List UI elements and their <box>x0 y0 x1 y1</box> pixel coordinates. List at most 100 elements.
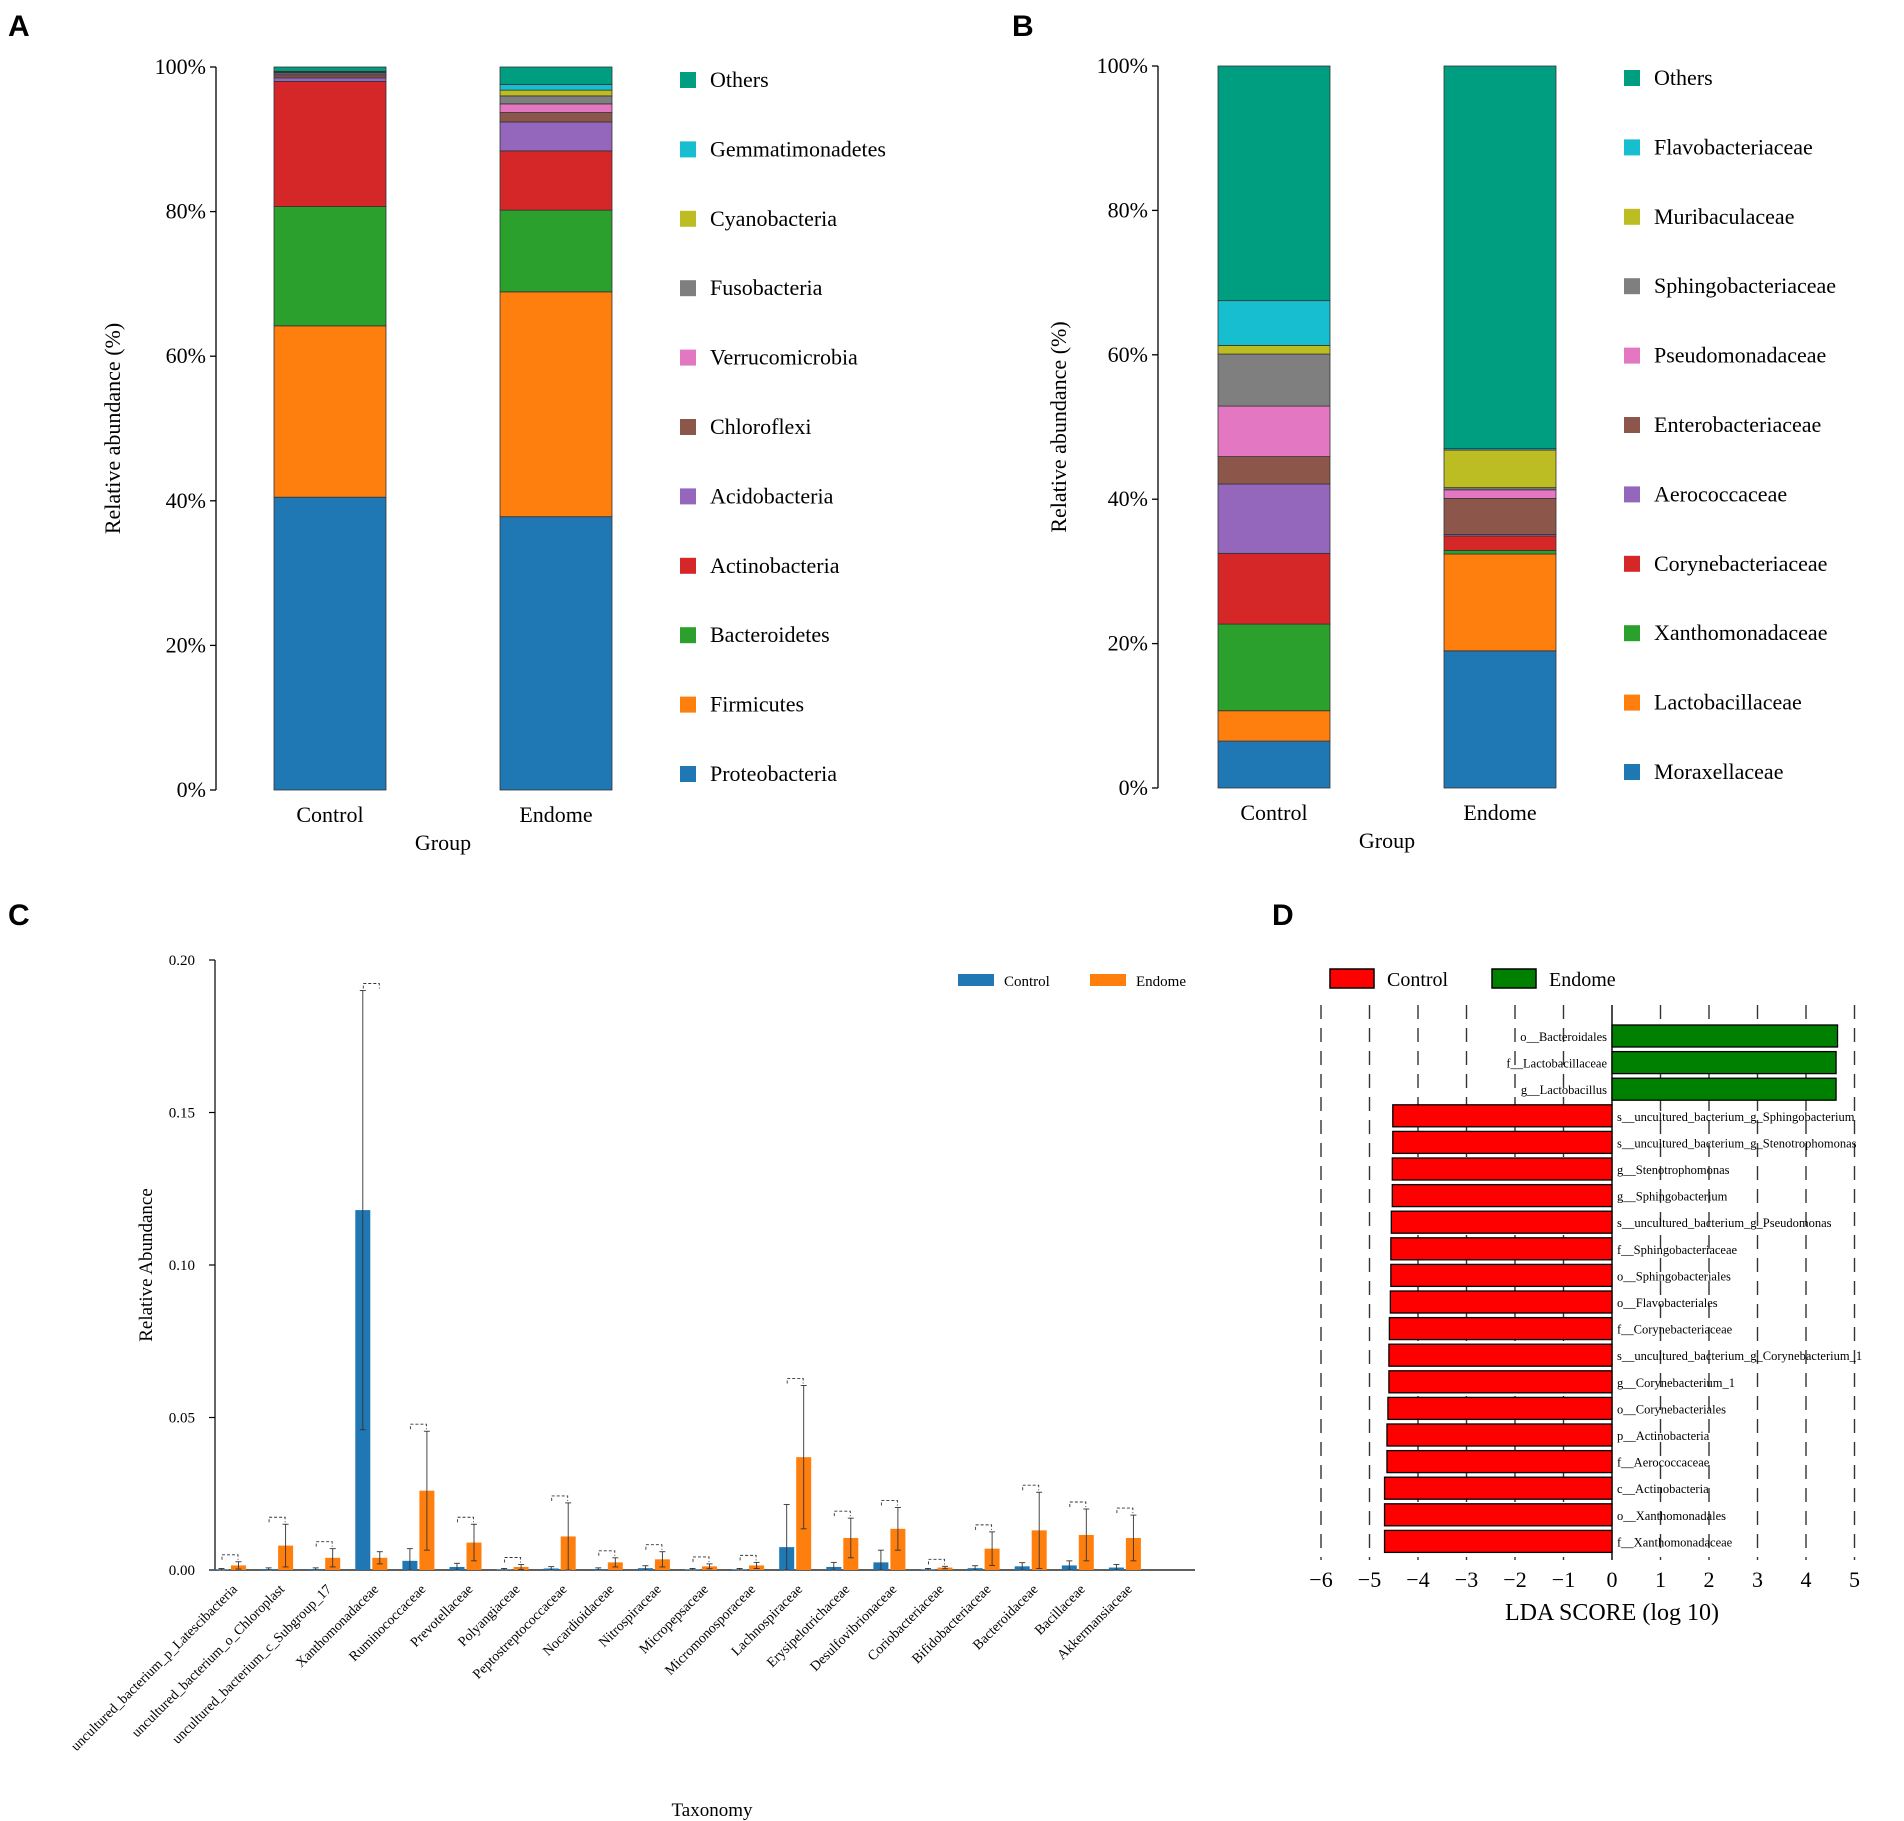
legend-swatch-muribaculaceae <box>1624 208 1640 225</box>
comparison-bracket <box>1069 1501 1087 1507</box>
legend-swatch-endome <box>1491 968 1537 989</box>
y-axis-title: Relative abundance (%) <box>1046 321 1071 532</box>
bar-segment-control-muribaculaceae <box>1217 345 1331 355</box>
legend-label-sphingobacteriaceae: Sphingobacteriaceae <box>1654 273 1836 298</box>
y-tick-label: 40% <box>1108 486 1148 511</box>
panel-d-lda-chart: −6 −5 −4 −3 −2 −1 0 1 2 3 4 5 LDA SCORE (log 10) Cont… <box>1309 968 1862 1626</box>
x-tick-label: 0 <box>1607 1567 1618 1592</box>
panel-letter-d: D <box>1272 899 1294 932</box>
x-tick-label: −5 <box>1358 1567 1381 1592</box>
legend-swatch-endome <box>1090 974 1126 986</box>
bar-segment-control-xanthomonadaceae <box>1217 623 1331 712</box>
legend-swatch-cyanobacteria <box>680 210 696 227</box>
bar-segment-control-pseudomonadaceae <box>1217 405 1331 458</box>
legend-swatch-aerococcaceae <box>1624 486 1640 503</box>
lda-label-s-uncultured-bacterium-g-stenotrophomonas: s__uncultured_bacterium_g_Stenotrophomon… <box>1617 1136 1857 1150</box>
bar-segment-endome-verrucomicrobia <box>499 103 613 113</box>
legend-label-control: Control <box>1387 969 1449 991</box>
legend-swatch-pseudomonadaceae <box>1624 347 1640 364</box>
legend-label-gemmatimonadetes: Gemmatimonadetes <box>710 136 886 161</box>
comparison-bracket <box>551 1495 569 1501</box>
x-tick-label-uncultured-bacterium-p-latescibacteria: uncultured_bacterium_p_Latescibacteria <box>69 1582 242 1755</box>
x-axis-title: Taxonomy <box>672 1800 753 1821</box>
panel-b-stacked-bar-chart: 0% 20% 40% 60% 80% 100% Relative abundance (%)… <box>1046 53 1836 853</box>
lda-label-f-aerococcaceae: f__Aerococcaceae <box>1617 1456 1710 1470</box>
comparison-bracket <box>833 1510 851 1517</box>
lda-bar-s-uncultured-bacterium-g-corynebacterium-1 <box>1388 1343 1613 1367</box>
legend-label-corynebacteriaceae: Corynebacteriaceae <box>1654 551 1827 576</box>
bar-segment-endome-muribaculaceae <box>1443 449 1557 489</box>
comparison-bracket <box>221 1554 239 1560</box>
y-tick-label: 80% <box>166 199 206 224</box>
x-tick-label: −4 <box>1406 1567 1429 1592</box>
x-tick-label-erysipelotrichaceae: Erysipelotrichaceae <box>764 1582 853 1671</box>
lda-label-g-lactobacillus: g__Lactobacillus <box>1521 1083 1607 1097</box>
bar-segment-endome-actinobacteria <box>499 150 613 211</box>
legend-label-lactobacillaceae: Lactobacillaceae <box>1654 690 1802 715</box>
x-tick-label-xanthomonadaceae: Xanthomonadaceae <box>293 1582 382 1671</box>
y-tick-label: 0% <box>1119 775 1148 800</box>
x-tick-label: −6 <box>1309 1567 1332 1592</box>
bar-segment-control-enterobacteriaceae <box>1217 456 1331 485</box>
legend-swatch-xanthomonadaceae <box>1624 625 1640 642</box>
legend-label-actinobacteria: Actinobacteria <box>710 553 840 578</box>
bar-segment-endome-bacteroidetes <box>499 209 613 293</box>
lda-label-o-corynebacteriales: o__Corynebacteriales <box>1617 1402 1726 1416</box>
comparison-bracket <box>268 1516 286 1523</box>
bar-segment-endome-corynebacteriaceae <box>1443 535 1557 551</box>
comparison-bracket <box>457 1516 474 1523</box>
y-tick-label: 100% <box>1097 53 1148 78</box>
panel-letter-a: A <box>8 10 30 43</box>
legend-label-firmicutes: Firmicutes <box>710 692 804 717</box>
lda-label-o-sphingobacteriales: o__Sphingobacteriales <box>1617 1269 1731 1283</box>
legend-label-fusobacteria: Fusobacteria <box>710 275 823 300</box>
x-axis-title: Group <box>415 830 471 855</box>
bar-segment-control-moraxellaceae <box>1217 740 1331 789</box>
x-axis-title: LDA SCORE (log 10) <box>1505 1600 1719 1626</box>
bar-segment-endome-others <box>1443 65 1557 450</box>
bar-segment-control-aerococcaceae <box>1217 483 1331 554</box>
bar-segment-control-corynebacteriaceae <box>1217 552 1331 625</box>
legend-label-others: Others <box>1654 65 1713 90</box>
comparison-bracket <box>880 1500 898 1506</box>
legend-label-flavobacteriaceae: Flavobacteriaceae <box>1654 134 1813 159</box>
lda-label-g-stenotrophomonas: g__Stenotrophomonas <box>1617 1163 1730 1177</box>
bar-segment-control-acidobacteria <box>273 77 387 82</box>
lda-label-o-bacteroidales: o__Bacteroidales <box>1520 1030 1607 1044</box>
legend-label-moraxellaceae: Moraxellaceae <box>1654 759 1783 784</box>
lda-bar-g-lactobacillus <box>1611 1077 1837 1101</box>
legend-swatch-bacteroidetes <box>680 627 696 644</box>
bar-segment-endome-moraxellaceae <box>1443 650 1557 789</box>
comparison-bracket <box>739 1554 757 1561</box>
x-tick-label: 1 <box>1655 1567 1666 1592</box>
legend-swatch-chloroflexi <box>680 419 696 435</box>
y-tick-label: 80% <box>1108 197 1148 222</box>
comparison-bracket <box>692 1556 710 1562</box>
bar-segment-control-firmicutes <box>273 325 387 498</box>
lda-label-c-actinobacteria: c__Actinobacteria <box>1617 1482 1709 1496</box>
x-tick-label-endome: Endome <box>519 802 592 827</box>
y-tick-label: 20% <box>1108 631 1148 656</box>
bar-segment-control-bacteroidetes <box>273 206 387 327</box>
x-tick-label: −1 <box>1552 1567 1575 1592</box>
comparison-bracket <box>645 1544 663 1550</box>
y-tick-label: 40% <box>166 488 206 513</box>
legend-swatch-flavobacteriaceae <box>1624 139 1640 156</box>
legend-label-enterobacteriaceae: Enterobacteriaceae <box>1654 412 1821 437</box>
lda-bar-s-uncultured-bacterium-g-sphingobacterium <box>1392 1104 1613 1128</box>
lda-label-f-sphingobacteriaceae: f__Sphingobacteriaceae <box>1617 1243 1738 1257</box>
lda-label-g-sphingobacterium: g__Sphingobacterium <box>1617 1190 1728 1204</box>
legend-swatch-others <box>680 72 696 88</box>
comparison-bracket <box>362 983 380 989</box>
legend-label-xanthomonadaceae: Xanthomonadaceae <box>1654 620 1827 645</box>
legend-swatch-others <box>1624 70 1640 86</box>
x-tick-label: −3 <box>1455 1567 1478 1592</box>
x-tick-label: 4 <box>1801 1567 1812 1592</box>
legend-label-bacteroidetes: Bacteroidetes <box>710 622 830 647</box>
lda-label-f-corynebacteriaceae: f__Corynebacteriaceae <box>1617 1323 1733 1337</box>
y-tick-label: 0.15 <box>169 1106 195 1122</box>
y-tick-label: 0.10 <box>169 1258 195 1274</box>
y-tick-label: 0.00 <box>169 1563 195 1579</box>
bar-segment-control-others <box>1217 65 1331 302</box>
